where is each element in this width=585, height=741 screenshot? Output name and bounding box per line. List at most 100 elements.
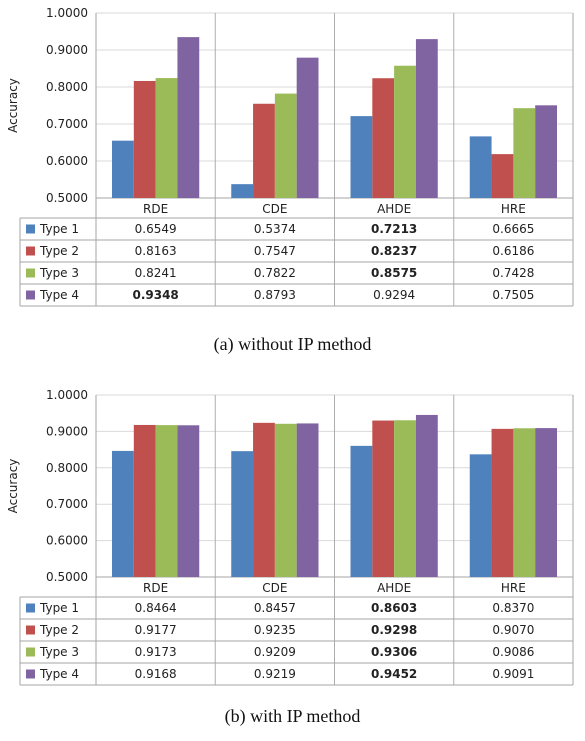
data-label: 0.8241 bbox=[135, 266, 177, 280]
legend-swatch bbox=[26, 268, 35, 278]
bar-type-2 bbox=[372, 78, 395, 198]
bar-type-3 bbox=[513, 108, 536, 198]
data-label: 0.6186 bbox=[492, 244, 534, 258]
data-label: 0.6665 bbox=[492, 222, 534, 236]
bar-type-1 bbox=[469, 136, 492, 198]
data-label: 0.8793 bbox=[254, 288, 296, 302]
data-label: 0.8163 bbox=[135, 244, 177, 258]
category-label: AHDE bbox=[377, 581, 411, 595]
data-label: 0.9294 bbox=[373, 288, 415, 302]
bar-type-4 bbox=[415, 414, 438, 577]
bar-type-3 bbox=[155, 78, 178, 198]
data-label: 0.9091 bbox=[492, 667, 534, 681]
legend-label: Type 4 bbox=[39, 667, 79, 681]
legend-label: Type 3 bbox=[39, 266, 79, 280]
bar-type-2 bbox=[133, 424, 156, 577]
bar-type-1 bbox=[112, 450, 134, 577]
data-label: 0.9177 bbox=[135, 623, 177, 637]
bar-type-3 bbox=[513, 428, 536, 577]
legend-swatch bbox=[26, 647, 35, 657]
y-tick-label: 0.7000 bbox=[46, 497, 88, 511]
data-label: 0.8370 bbox=[492, 601, 534, 615]
bar-type-1 bbox=[231, 184, 254, 198]
category-label: HRE bbox=[501, 581, 526, 595]
y-tick-label: 0.8000 bbox=[46, 461, 88, 475]
y-tick-label: 0.9000 bbox=[46, 424, 88, 438]
data-label: 0.7505 bbox=[492, 288, 534, 302]
legend-swatch bbox=[26, 224, 35, 234]
category-label: CDE bbox=[262, 581, 287, 595]
data-label: 0.9173 bbox=[135, 645, 177, 659]
data-label: 0.9070 bbox=[492, 623, 534, 637]
data-label: 0.9452 bbox=[371, 667, 417, 681]
data-label: 0.9298 bbox=[371, 623, 417, 637]
y-axis-label: Accuracy bbox=[6, 78, 20, 133]
y-tick-label: 1.0000 bbox=[46, 388, 88, 402]
data-label: 0.8603 bbox=[371, 601, 417, 615]
bar-type-2 bbox=[491, 154, 514, 198]
bar-type-2 bbox=[133, 80, 156, 198]
legend-swatch bbox=[26, 246, 35, 256]
bar-type-1 bbox=[350, 445, 373, 577]
data-label: 0.8575 bbox=[371, 266, 417, 280]
bar-chart-with-ip: 0.5000 0.6000 0.7000 0.8000 0.9000 1.0000 Accu… bbox=[6, 388, 574, 686]
y-tick-label: 0.6000 bbox=[46, 154, 88, 168]
bar-type-2 bbox=[253, 422, 275, 577]
y-axis-label: Accuracy bbox=[6, 459, 20, 514]
category-label: AHDE bbox=[377, 202, 411, 216]
caption-without-ip: (a) without IP method bbox=[213, 334, 372, 354]
bar-type-3 bbox=[394, 65, 416, 198]
chart-panel-without-ip: 0.5000 0.6000 0.7000 0.8000 0.9000 1.0000 Accu… bbox=[0, 0, 585, 370]
y-tick-label: 1.0000 bbox=[46, 6, 88, 20]
bar-type-3 bbox=[274, 93, 297, 198]
y-tick-label: 0.6000 bbox=[46, 534, 88, 548]
data-label: 0.9086 bbox=[492, 645, 534, 659]
legend-swatch bbox=[26, 290, 35, 300]
bar-type-4 bbox=[177, 37, 200, 199]
y-tick-label: 0.7000 bbox=[46, 117, 88, 131]
legend-label: Type 2 bbox=[39, 623, 79, 637]
bar-type-1 bbox=[350, 116, 373, 198]
bar-type-3 bbox=[274, 423, 297, 577]
y-tick-label: 0.5000 bbox=[46, 570, 88, 584]
data-label: 0.7213 bbox=[371, 222, 417, 236]
data-label: 0.7428 bbox=[492, 266, 534, 280]
data-label: 0.6549 bbox=[135, 222, 177, 236]
data-label: 0.8457 bbox=[254, 601, 296, 615]
data-label: 0.9168 bbox=[135, 667, 177, 681]
bar-type-4 bbox=[415, 39, 438, 198]
legend-swatch bbox=[26, 669, 35, 679]
y-tick-label: 0.8000 bbox=[46, 80, 88, 94]
legend-label: Type 3 bbox=[39, 645, 79, 659]
legend-label: Type 2 bbox=[39, 244, 79, 258]
chart-panel-with-ip: 0.5000 0.6000 0.7000 0.8000 0.9000 1.0000 Accu… bbox=[0, 380, 585, 741]
bar-type-2 bbox=[491, 428, 514, 577]
category-label: RDE bbox=[143, 202, 168, 216]
data-label: 0.5374 bbox=[254, 222, 296, 236]
bar-type-4 bbox=[535, 105, 557, 198]
data-label: 0.9219 bbox=[254, 667, 296, 681]
data-label: 0.9348 bbox=[132, 288, 178, 302]
legend-label: Type 1 bbox=[39, 601, 79, 615]
legend-label: Type 4 bbox=[39, 288, 79, 302]
bar-type-2 bbox=[253, 103, 275, 198]
bar-type-4 bbox=[296, 57, 319, 199]
bar-type-3 bbox=[155, 425, 178, 577]
bar-type-4 bbox=[296, 423, 319, 577]
category-label: HRE bbox=[501, 202, 526, 216]
bar-chart-without-ip: 0.5000 0.6000 0.7000 0.8000 0.9000 1.0000 Accu… bbox=[6, 6, 574, 307]
y-tick-label: 0.9000 bbox=[46, 43, 88, 57]
bar-type-4 bbox=[535, 428, 557, 577]
bar-type-1 bbox=[469, 454, 492, 577]
data-label: 0.9235 bbox=[254, 623, 296, 637]
legend-swatch bbox=[26, 603, 35, 613]
bar-type-2 bbox=[372, 420, 395, 577]
bar-type-1 bbox=[112, 140, 134, 198]
bar-type-1 bbox=[231, 451, 254, 577]
data-label: 0.9209 bbox=[254, 645, 296, 659]
caption-with-ip: (b) with IP method bbox=[224, 706, 361, 726]
category-label: RDE bbox=[143, 581, 168, 595]
category-label: CDE bbox=[262, 202, 287, 216]
y-tick-label: 0.5000 bbox=[46, 191, 88, 205]
data-label: 0.8464 bbox=[135, 601, 177, 615]
